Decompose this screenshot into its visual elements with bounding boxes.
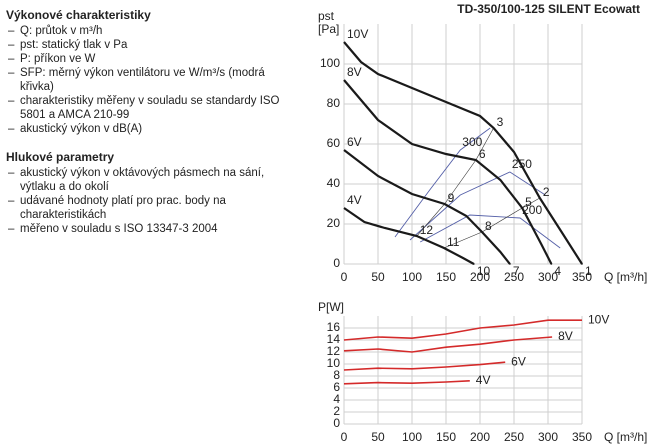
x-tick-label: 150	[436, 430, 456, 444]
y-tick-label: 100	[320, 56, 340, 70]
x-tick-label: 50	[371, 430, 385, 444]
point-label: 12	[420, 223, 434, 237]
x-tick-label: 200	[470, 270, 490, 284]
bullet-list: akustický výkon v oktávových pásmech na …	[6, 166, 286, 236]
sfp-curve	[394, 127, 491, 238]
y-axis-unit: [Pa]	[318, 22, 339, 36]
y-tick-label: 0	[333, 416, 340, 430]
sfp-label: 200	[522, 203, 542, 217]
point-label: 1	[585, 264, 592, 278]
series-label: 10V	[347, 27, 368, 41]
x-axis-label: Q [m³/h]	[604, 430, 647, 444]
y-tick-label: 80	[327, 96, 341, 110]
bullet-item: měřeno v souladu s ISO 13347-3 2004	[6, 222, 286, 236]
series-label: 4V	[476, 373, 491, 387]
y-tick-label: 0	[333, 256, 340, 270]
series-label: 10V	[588, 312, 609, 326]
section-heading: Hlukové parametry	[6, 150, 115, 164]
point-label: 9	[448, 191, 455, 205]
bullet-item: udávané hodnoty platí pro prac. body na …	[6, 194, 286, 222]
y-tick-label: 20	[327, 216, 341, 230]
sfp-label: 250	[512, 157, 532, 171]
bullet-item: Q: průtok v m³/h	[6, 24, 286, 38]
bullet-item: akustický výkon v dB(A)	[6, 122, 286, 136]
series-line	[343, 79, 553, 265]
system-line	[416, 127, 494, 237]
x-tick-label: 200	[470, 430, 490, 444]
y-tick-label: 10	[327, 356, 341, 370]
point-label: 10	[477, 264, 491, 278]
x-tick-label: 250	[504, 270, 524, 284]
bullet-item: SFP: měrný výkon ventilátoru ve W/m³/s (…	[6, 66, 286, 94]
series-line	[343, 380, 470, 385]
system-line	[443, 197, 540, 249]
bullet-item: pst: statický tlak v Pa	[6, 38, 286, 52]
x-tick-label: 300	[538, 270, 558, 284]
sfp-curve	[409, 171, 546, 241]
bullet-list: Q: průtok v m³/hpst: statický tlak v PaP…	[6, 24, 286, 136]
y-tick-label: 16	[327, 320, 341, 334]
y-tick-label: 8	[333, 368, 340, 382]
series-label: 6V	[347, 135, 362, 149]
x-tick-label: 300	[538, 430, 558, 444]
x-tick-label: 100	[402, 430, 422, 444]
description: Výkonové charakteristiky Q: průtok v m³/h…	[6, 8, 286, 250]
x-tick-label: 150	[436, 270, 456, 284]
series-line	[343, 41, 583, 265]
point-label: 4	[554, 264, 561, 278]
x-tick-label: 100	[402, 270, 422, 284]
x-tick-label: 50	[371, 270, 385, 284]
sfp-curve	[419, 214, 561, 249]
x-axis-label: Q [m³/h]	[604, 270, 647, 284]
y-axis-label: pst	[318, 9, 335, 23]
series-label: 4V	[347, 193, 362, 207]
point-label: 3	[497, 115, 504, 129]
y-tick-label: 60	[327, 136, 341, 150]
point-label: 11	[447, 235, 460, 249]
series-label: 8V	[347, 65, 362, 79]
x-tick-label: 0	[341, 270, 348, 284]
y-tick-label: 6	[333, 380, 340, 394]
point-label: 6	[479, 147, 486, 161]
chart-title: TD-350/100-125 SILENT Ecowatt	[457, 2, 640, 16]
y-tick-label: 2	[333, 404, 340, 418]
series-line	[343, 336, 553, 353]
x-tick-label: 350	[572, 430, 592, 444]
series-label: 8V	[558, 329, 573, 343]
bullet-item: charakteristiky měřeny v souladu se stan…	[6, 94, 286, 122]
section-heading: Výkonové charakteristiky	[6, 8, 151, 22]
point-label: 2	[543, 185, 550, 199]
point-label: 7	[513, 264, 520, 278]
bullet-item: P: příkon ve W	[6, 52, 286, 66]
x-tick-label: 0	[341, 430, 348, 444]
y-axis-label: P[W]	[318, 300, 344, 314]
sfp-label: 300	[462, 135, 482, 149]
y-tick-label: 40	[327, 176, 341, 190]
x-tick-label: 250	[504, 430, 524, 444]
point-label: 8	[485, 219, 492, 233]
y-tick-label: 4	[333, 392, 340, 406]
y-tick-label: 14	[327, 332, 341, 346]
series-line	[343, 207, 475, 265]
series-line	[343, 361, 506, 371]
series-label: 6V	[511, 354, 526, 368]
bullet-item: akustický výkon v oktávových pásmech na …	[6, 166, 286, 194]
series-line	[343, 149, 511, 265]
series-line	[343, 319, 582, 341]
y-tick-label: 12	[327, 344, 341, 358]
point-label: 5	[525, 195, 532, 209]
x-tick-label: 350	[572, 270, 592, 284]
